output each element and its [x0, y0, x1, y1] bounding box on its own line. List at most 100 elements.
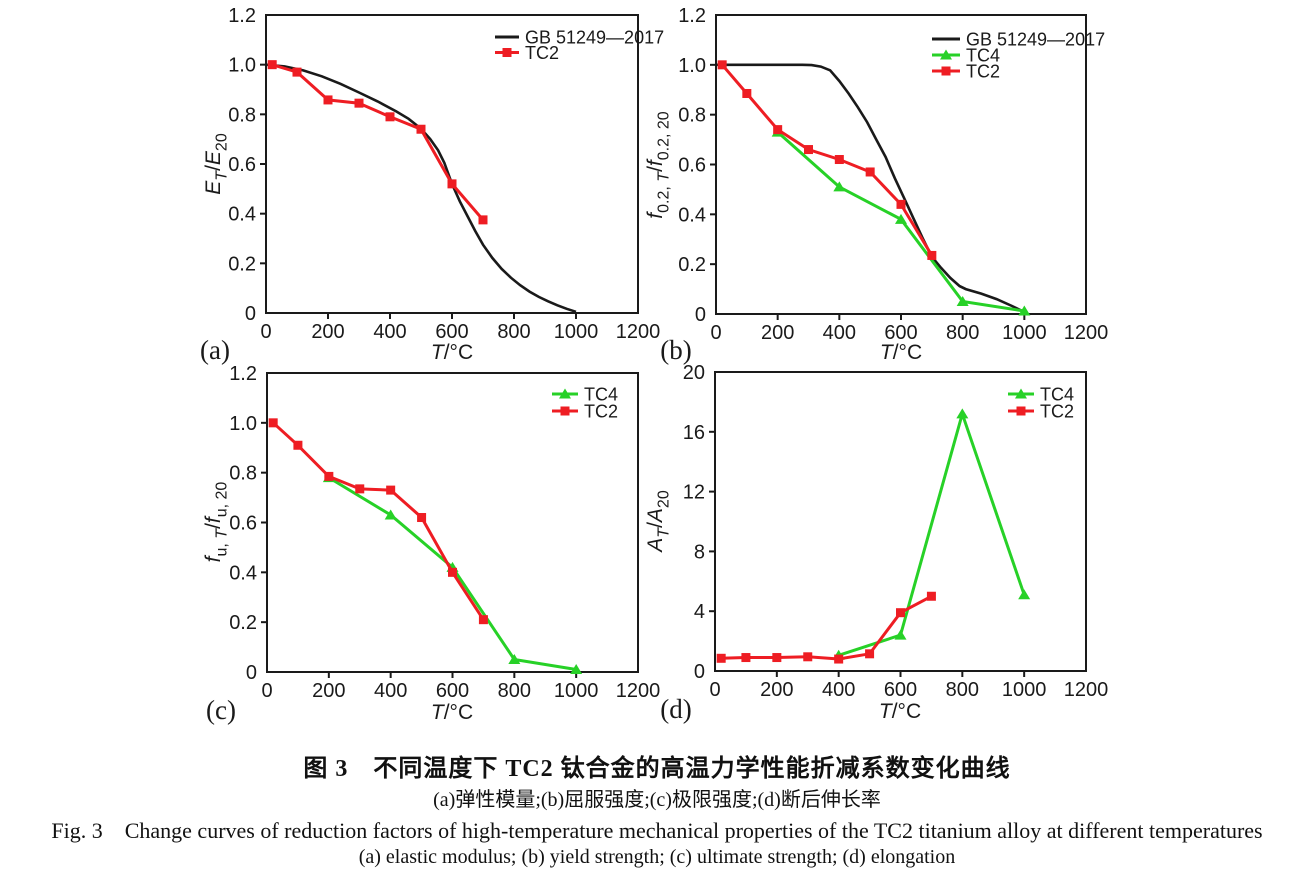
legend-label-tc4: TC4 — [584, 385, 618, 405]
y-tick-label: 1.2 — [228, 5, 256, 27]
legend-label-gb-51249-2017: GB 51249—2017 — [966, 30, 1105, 50]
legend-label-tc4: TC4 — [966, 46, 1000, 66]
caption-en-title: Fig. 3 Change curves of reduction factor… — [51, 818, 1263, 843]
y-tick-label: 1.2 — [678, 5, 706, 27]
legend-marker-tc4 — [1015, 388, 1027, 399]
legend-label-gb-51249-2017: GB 51249—2017 — [525, 28, 664, 48]
x-tick-label: 1200 — [616, 680, 661, 702]
y-tick-label: 4 — [694, 601, 705, 623]
y-axis-title: ET/E20 — [202, 133, 230, 195]
legend-marker-tc2 — [941, 66, 951, 76]
x-tick-label: 200 — [761, 322, 794, 344]
series-tc2-marker — [804, 145, 813, 155]
x-tick-label: 800 — [498, 680, 531, 702]
y-tick-label: 0 — [245, 303, 256, 325]
y-tick-label: 0.6 — [678, 155, 706, 177]
caption-en-subtitle: (a) elastic modulus; (b) yield strength;… — [358, 846, 956, 868]
y-tick-label: 0.8 — [228, 104, 256, 126]
x-tick-label: 800 — [946, 322, 979, 344]
y-tick-label: 1.0 — [228, 55, 256, 77]
subplot-tag-d: (d) — [660, 694, 691, 724]
series-tc2-line — [272, 421, 485, 621]
legend-label-tc4: TC4 — [1040, 385, 1074, 405]
y-axis-title: fu, T/fu, 20 — [202, 482, 230, 563]
x-tick-label: 1000 — [1002, 679, 1047, 701]
x-tick-label: 600 — [435, 321, 468, 343]
x-tick-label: 800 — [497, 321, 530, 343]
series-tc2-marker — [354, 98, 364, 108]
y-tick-label: 20 — [683, 362, 705, 384]
series-tc2-marker — [717, 60, 727, 70]
series-tc4-marker — [508, 654, 521, 665]
series-tc2-marker — [834, 654, 844, 664]
y-tick-label: 0.4 — [229, 562, 257, 584]
x-tick-label: 1000 — [554, 680, 599, 702]
y-tick-label: 1.0 — [229, 413, 257, 435]
legend-marker-tc2 — [502, 48, 512, 57]
series-tc2-marker — [716, 653, 726, 663]
series-tc2-marker — [355, 484, 365, 494]
series-tc2-marker — [324, 471, 334, 481]
series-tc2-marker — [268, 418, 278, 428]
legend-label-tc2: TC2 — [966, 62, 1000, 82]
y-tick-label: 0.8 — [678, 105, 706, 127]
y-tick-label: 0 — [246, 662, 257, 684]
subplot-tag-a: (a) — [200, 335, 230, 365]
series-tc4-marker — [833, 181, 846, 192]
x-tick-label: 0 — [709, 679, 720, 701]
plot-frame — [714, 371, 1087, 672]
legend-marker-tc4 — [559, 388, 571, 399]
chart-panel-a: 0 200 400 600 800 1000 1200 0 0.2 0.4 0.6 0.8 1.0 1.2… — [200, 5, 664, 365]
series-tc2-marker — [803, 652, 813, 662]
series-tc4-line — [838, 408, 1026, 657]
y-tick-label: 0.2 — [229, 612, 257, 634]
x-tick-label: 600 — [436, 680, 469, 702]
y-tick-label: 1.2 — [229, 363, 257, 385]
series-tc4-marker — [956, 296, 969, 307]
x-tick-label: 400 — [373, 321, 406, 343]
series-tc2-marker — [417, 513, 427, 523]
x-tick-label: 200 — [760, 679, 793, 701]
series-tc2-marker — [323, 95, 333, 105]
x-tick-label: 0 — [260, 321, 271, 343]
x-tick-label: 0 — [261, 680, 272, 702]
x-tick-label: 1200 — [1064, 679, 1109, 701]
x-tick-label: 200 — [312, 680, 345, 702]
series-tc4-marker — [894, 629, 907, 640]
x-tick-label: 0 — [710, 322, 721, 344]
series-tc2-marker — [416, 124, 426, 134]
x-tick-label: 600 — [884, 679, 917, 701]
series-tc2-marker — [292, 67, 302, 77]
plot-frame — [715, 14, 1087, 315]
y-tick-label: 0.4 — [228, 204, 256, 226]
legend-marker-tc4 — [940, 49, 952, 60]
chart-panel-c: 0 200 400 600 800 1000 1200 0 0.2 0.4 0.6 0.8 1.0 1.2… — [202, 363, 660, 725]
series-tc2-marker — [385, 112, 395, 122]
series-tc4-marker — [895, 213, 907, 224]
legend-label-tc2: TC2 — [525, 43, 559, 63]
y-tick-label: 0 — [694, 661, 705, 683]
series-tc2-marker — [447, 179, 457, 189]
series-tc4-marker — [1018, 589, 1031, 600]
series-tc2-marker — [741, 653, 751, 663]
x-tick-label: 1200 — [616, 321, 661, 343]
plot-frame — [266, 372, 639, 673]
legend-label-tc2: TC2 — [584, 402, 618, 422]
series-tc2-line — [721, 63, 934, 257]
caption-zh-subtitle: (a)弹性模量;(b)屈服强度;(c)极限强度;(d)断后伸长率 — [433, 789, 881, 811]
x-axis-title: T/°C — [879, 700, 921, 723]
x-axis-title: T/°C — [431, 701, 473, 724]
x-tick-label: 200 — [311, 321, 344, 343]
subplot-tag-c: (c) — [206, 695, 236, 725]
series-tc2-marker — [896, 608, 905, 618]
y-tick-label: 1.0 — [678, 55, 706, 77]
series-tc2-marker — [267, 60, 277, 70]
legend-label-tc2: TC2 — [1040, 402, 1074, 422]
y-tick-label: 12 — [683, 482, 705, 504]
series-tc4-marker — [384, 509, 397, 520]
series-tc2-marker — [386, 485, 396, 495]
x-tick-label: 800 — [946, 679, 979, 701]
plot-frame — [265, 14, 639, 314]
x-tick-label: 400 — [374, 680, 407, 702]
